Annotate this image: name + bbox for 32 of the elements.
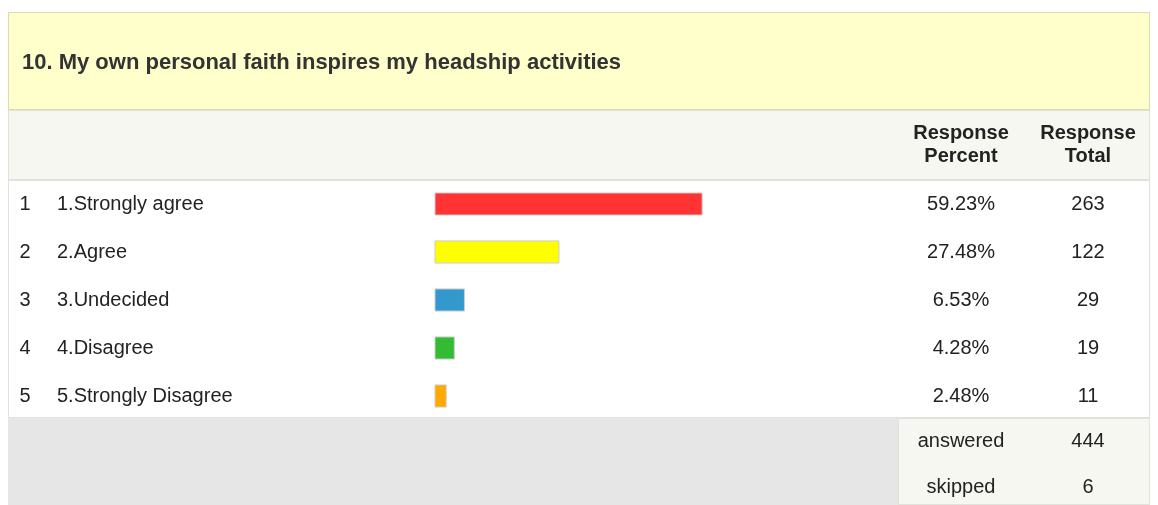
y-tick-label: 1.Strongly agree <box>57 192 204 214</box>
text: 1 <box>19 192 31 214</box>
text: 5 <box>19 384 31 406</box>
bar <box>434 240 560 264</box>
data-label: 4.28% <box>932 336 990 358</box>
bar <box>434 288 465 312</box>
text: 3 <box>19 288 31 310</box>
text: 2 <box>19 240 31 262</box>
text: Response Total <box>1040 121 1136 166</box>
text: 6 <box>1082 475 1094 497</box>
text: 444 <box>1071 429 1105 451</box>
text: 263 <box>1071 192 1105 214</box>
text: skipped <box>926 475 996 497</box>
data-label: 6.53% <box>932 288 990 310</box>
bar <box>434 336 455 360</box>
text: answered <box>917 429 1005 451</box>
text: 19 <box>1076 336 1100 358</box>
bar <box>434 192 703 216</box>
y-tick-label: 2.Agree <box>57 240 128 262</box>
text: 11 <box>1077 384 1099 406</box>
data-label: 59.23% <box>927 192 996 214</box>
text: 4 <box>19 336 31 358</box>
data-label: 2.48% <box>932 384 990 406</box>
data-label: 27.48% <box>927 240 996 262</box>
bar <box>434 384 447 408</box>
y-tick-label: 3.Undecided <box>57 288 170 310</box>
text: Response Percent <box>913 121 1009 166</box>
y-tick-label: 5.Strongly Disagree <box>57 384 233 406</box>
text: 29 <box>1076 288 1100 310</box>
text: 122 <box>1071 240 1105 262</box>
y-tick-label: 4.Disagree <box>57 336 154 358</box>
chart-title: 10. My own personal faith inspires my headship activities <box>22 49 622 74</box>
